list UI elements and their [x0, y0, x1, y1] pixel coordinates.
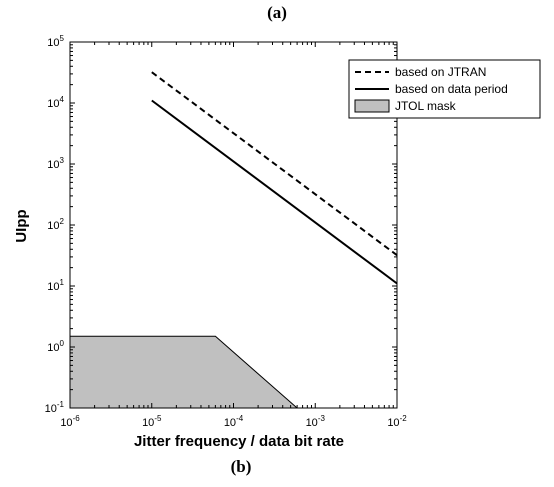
legend-label: based on data period	[395, 82, 508, 96]
x-tick-label: 10-3	[306, 414, 326, 429]
y-tick-label: 103	[47, 156, 64, 171]
y-tick-label: 100	[47, 339, 64, 354]
series-line-1	[151, 99, 398, 285]
legend: based on JTRAN based on data period JTOL m…	[348, 59, 541, 119]
y-tick-label: 104	[47, 95, 64, 110]
x-tick-label: 10-2	[387, 414, 407, 429]
y-tick-label: 105	[47, 34, 64, 49]
x-tick-label: 10-5	[142, 414, 162, 429]
series-layer	[151, 71, 398, 285]
y-tick-label: 101	[47, 278, 64, 293]
x-tick-label: 10-6	[60, 414, 80, 429]
y-tick-label: 102	[47, 217, 64, 232]
y-axis-label: UIpp	[13, 209, 30, 242]
x-axis-label: Jitter frequency / data bit rate	[134, 433, 344, 450]
legend-label: based on JTRAN	[395, 65, 486, 79]
series-line-0	[151, 71, 398, 257]
legend-label: JTOL mask	[395, 99, 457, 113]
caption-top: (a)	[267, 3, 287, 22]
legend-swatch-mask	[354, 99, 390, 113]
x-tick-label: 10-4	[224, 414, 244, 429]
jtol-mask-area	[69, 335, 299, 409]
ticks-layer: 10-6 10-5 10-4 10-3 10-2 10-1 100 101 102 103 104 1…	[45, 34, 408, 429]
jtol-mask-layer	[69, 335, 299, 409]
caption-bottom: (b)	[231, 457, 252, 476]
y-tick-label: 10-1	[45, 400, 65, 415]
